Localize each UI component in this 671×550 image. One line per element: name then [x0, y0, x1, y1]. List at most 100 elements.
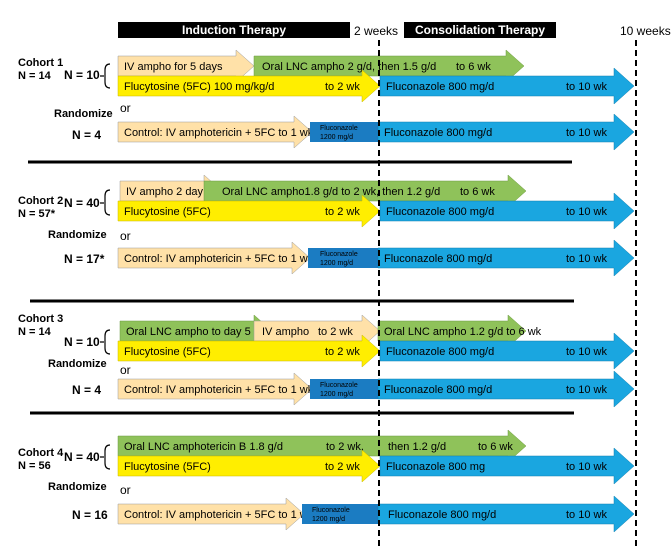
cohort-1-control-arrow	[117, 115, 313, 149]
cohort-4-control-fluco-arrow	[377, 495, 635, 533]
cohort-4-control-fluco-1: Fluconazole	[312, 507, 350, 514]
cohort-4-oral-mid: to 2 wk,	[326, 441, 364, 453]
cohort-1-iv-label: IV ampho for 5 days	[124, 61, 223, 73]
cohort-2-control-arrow	[117, 241, 311, 275]
cohort-4-n-arm: N = 40	[64, 450, 100, 464]
consolidation-header-label: Consolidation Therapy	[415, 23, 545, 37]
cohort-4-oral-end: to 6 wk	[478, 441, 513, 453]
cohort-4-control-fluco-box	[302, 504, 378, 524]
cohort-3-control-fluco-2: 1200 mg/d	[320, 391, 353, 398]
cohort-4-fluco-label: Fluconazole 800 mg	[386, 461, 485, 473]
cohort-1-control-fluco-box	[310, 122, 378, 142]
cohort-4-n-control: N = 16	[72, 508, 108, 522]
cohort-2-control-fluco-2: 1200 mg/d	[320, 260, 353, 267]
cohort-1-control-fluco-1: Fluconazole	[320, 125, 358, 132]
induction-header-bar	[118, 22, 350, 38]
cohort-1-randomize: Randomize	[54, 108, 113, 120]
cohort-2-fluco-label: Fluconazole 800 mg/d	[386, 206, 494, 218]
cohort-1-fluco-label: Fluconazole 800 mg/d	[386, 81, 494, 93]
cohort-1-control-label: Control: IV amphotericin + 5FC to 1 wk	[124, 127, 314, 139]
cohort-2-control-fluco-label: Fluconazole 800 mg/d	[384, 253, 492, 265]
cohort-1-fluco-arrow	[379, 67, 635, 105]
cohort-4-fluco-arrow	[379, 447, 635, 485]
cohort-4-flucy-end: to 2 wk	[325, 461, 360, 473]
cohort-3-iv-label: IV ampho	[262, 326, 309, 338]
cohort-4: Cohort 4 N = 56 N = 40 Oral LNC amphoter…	[18, 429, 635, 533]
cohort-1-oral-label: Oral LNC ampho 2 g/d, then 1.5 g/d	[262, 61, 436, 73]
cohort-2-randomize: Randomize	[48, 229, 107, 241]
cohort-3-title: Cohort 3	[18, 313, 63, 325]
cohort-2-flucy-arrow	[117, 194, 381, 228]
cohort-1-fluco-end: to 10 wk	[566, 81, 607, 93]
cohort-4-control-fluco-label: Fluconazole 800 mg/d	[388, 509, 496, 521]
cohort-1-n-total: N = 14	[18, 70, 52, 82]
cohort-2-control-label: Control: IV amphotericin + 5FC to 1 wk	[124, 253, 314, 265]
cohort-4-control-end: to 10 wk	[566, 509, 607, 521]
cohort-2-n-control: N = 17*	[64, 252, 105, 266]
cohort-3: Cohort 3 N = 14 N = 10 Oral LNC ampho to…	[18, 313, 635, 408]
cohort-2-control-fluco-box	[308, 248, 378, 268]
cohort-4-flucy-label: Flucytosine (5FC)	[124, 461, 211, 473]
cohort-1: Cohort 1 N = 14 N = 10 IV ampho for 5 da…	[18, 49, 635, 151]
cohort-3-control-fluco-1: Fluconazole	[320, 382, 358, 389]
cohort-4-oral-then: then 1.2 g/d	[388, 441, 446, 453]
week10-label: 10 weeks	[620, 24, 671, 38]
cohort-3-control-arrow	[117, 372, 313, 406]
cohort-4-n-total: N = 56	[18, 460, 51, 472]
cohort-4-control-fluco-2: 1200 mg/d	[312, 516, 345, 523]
cohort-4-control-arrow	[117, 497, 305, 531]
cohort-3-control-fluco-arrow	[377, 370, 635, 408]
cohort-2-flucy-label: Flucytosine (5FC)	[124, 206, 211, 218]
cohort-4-bracket	[100, 444, 111, 470]
cohort-3-iv-end: to 2 wk	[318, 326, 353, 338]
cohort-3-flucy-label: Flucytosine (5FC)	[124, 346, 211, 358]
cohort-2-bracket	[100, 189, 111, 216]
cohort-3-flucy-arrow	[117, 334, 381, 368]
cohort-3-flucy-end: to 2 wk	[325, 346, 360, 358]
cohort-1-bracket	[100, 63, 111, 89]
cohort-3-bracket	[100, 329, 111, 355]
cohort-2-n-total: N = 57*	[18, 208, 56, 220]
cohort-3-control-label: Control: IV amphotericin + 5FC to 1 wk	[124, 384, 314, 396]
cohort-1-oral-end: to 6 wk	[456, 61, 491, 73]
cohort-1-control-fluco-2: 1200 mg/d	[320, 134, 353, 141]
induction-header-label: Induction Therapy	[182, 23, 286, 37]
cohort-2-fluco-arrow	[379, 192, 635, 230]
cohort-2-control-fluco-1: Fluconazole	[320, 251, 358, 258]
cohort-1-flucy-end: to 2 wk	[325, 81, 360, 93]
cohort-3-n-total: N = 14	[18, 326, 52, 338]
cohort-3-n-arm: N = 10	[64, 335, 100, 349]
cohort-2-or: or	[120, 229, 131, 243]
cohort-3-control-end: to 10 wk	[566, 384, 607, 396]
cohort-2-fluco-end: to 10 wk	[566, 206, 607, 218]
cohort-1-n-arm: N = 10	[64, 68, 100, 82]
cohort-1-control-end: to 10 wk	[566, 127, 607, 139]
cohort-3-fluco-label: Fluconazole 800 mg/d	[386, 346, 494, 358]
cohort-3-or: or	[120, 363, 131, 377]
cohort-2-oral-end: to 6 wk	[460, 186, 495, 198]
cohort-3-fluco-end: to 10 wk	[566, 346, 607, 358]
cohort-1-flucy-arrow	[117, 69, 381, 103]
cohort-3-control-fluco-box	[310, 379, 378, 399]
cohort-1-control-fluco-label: Fluconazole 800 mg/d	[384, 127, 492, 139]
cohort-4-fluco-end: to 10 wk	[566, 461, 607, 473]
cohort-4-oral-label: Oral LNC amphotericin B 1.8 g/d	[124, 441, 283, 453]
cohort-1-n-control: N = 4	[72, 128, 101, 142]
cohort-2-n-arm: N = 40	[64, 196, 100, 210]
cohort-2-iv-label: IV ampho 2 day	[126, 186, 204, 198]
cohort-2-control-end: to 10 wk	[566, 253, 607, 265]
cohort-2-oral-label: Oral LNC ampho1.8 g/d to 2 wk, then 1.2 …	[222, 186, 440, 198]
cohort-3-oral-label: Oral LNC ampho to day 5	[126, 326, 251, 338]
cohort-4-control-label: Control: IV amphotericin + 5FC to 1 wk	[124, 509, 314, 521]
consolidation-header-bar	[404, 22, 556, 38]
cohort-4-randomize: Randomize	[48, 481, 107, 493]
cohort-2-control-fluco-arrow	[377, 239, 635, 277]
cohort-3-fluco-arrow	[379, 332, 635, 370]
cohort-1-flucy-label: Flucytosine (5FC) 100 mg/kg/d	[124, 81, 274, 93]
cohort-4-or: or	[120, 483, 131, 497]
cohort-2-title: Cohort 2	[18, 195, 63, 207]
cohort-3-randomize: Randomize	[48, 358, 107, 370]
cohort-1-title: Cohort 1	[18, 57, 63, 69]
cohort-4-flucy-arrow	[117, 449, 381, 483]
